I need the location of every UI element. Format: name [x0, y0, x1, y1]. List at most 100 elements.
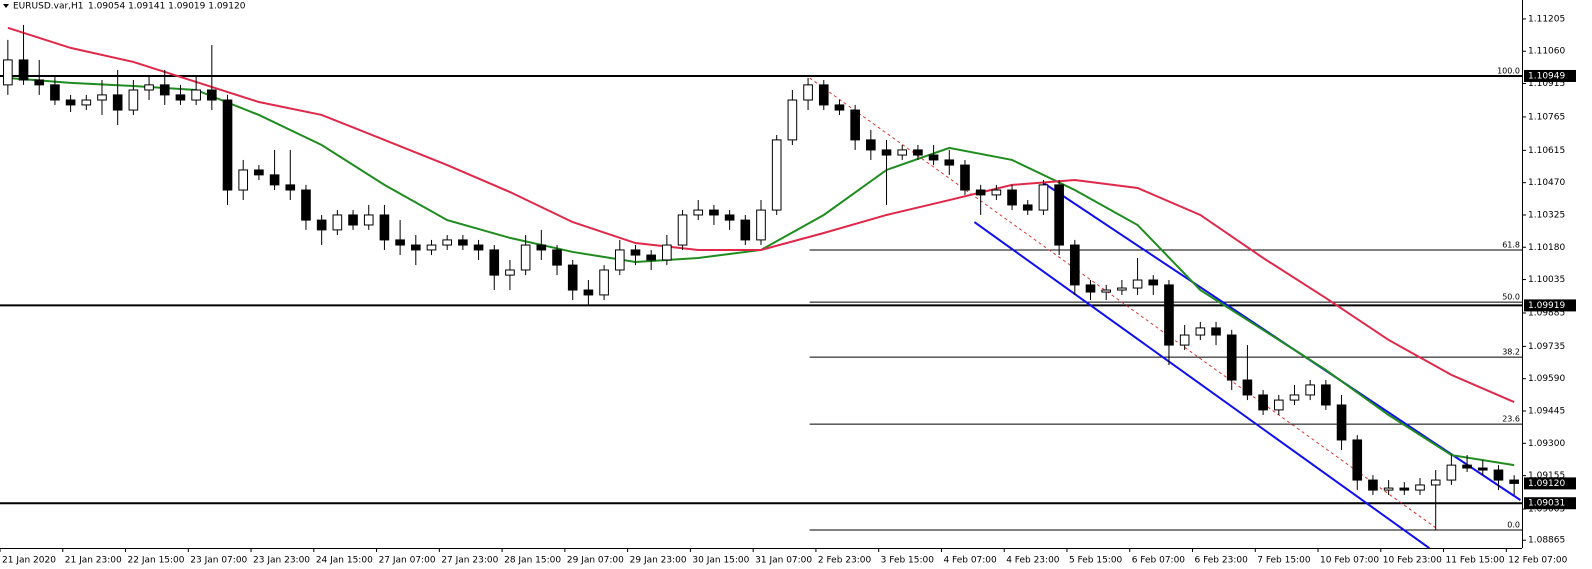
y-tick-label: 1.10915: [1528, 79, 1565, 89]
candle-body: [1226, 334, 1237, 381]
x-tick-label: 10 Feb 23:00: [1383, 556, 1442, 566]
candle-body: [1305, 384, 1315, 396]
candle-body: [1085, 284, 1096, 293]
candle-body: [50, 84, 60, 101]
candle-body: [363, 214, 374, 226]
y-tick-label: 1.09735: [1528, 342, 1565, 352]
x-tick-label: 23 Jan 07:00: [190, 556, 247, 566]
candle-body: [866, 139, 876, 151]
candle-body: [301, 189, 311, 221]
candle-body: [787, 99, 798, 141]
candle-body: [505, 269, 515, 276]
candle-body: [803, 84, 813, 101]
x-tick-label: 29 Jan 23:00: [630, 556, 687, 566]
candle-body: [1415, 484, 1425, 491]
candle-body: [238, 169, 249, 191]
candle-body: [1132, 279, 1143, 289]
candle-body: [1054, 184, 1064, 246]
candle-body: [536, 244, 547, 251]
x-tick-label: 2 Feb 23:00: [818, 556, 872, 566]
hline-price-box: [1524, 497, 1576, 510]
x-tick-label: 22 Jan 15:00: [128, 556, 185, 566]
hline-price-label: 1.09919: [1528, 301, 1565, 311]
candle-body: [1477, 467, 1488, 471]
chart-title: EURUSD.var,H1: [13, 2, 84, 12]
x-tick-label: 7 Feb 15:00: [1257, 556, 1311, 566]
candle-body: [489, 249, 500, 276]
hline-price-box: [1524, 299, 1576, 312]
candle-body: [1069, 244, 1080, 286]
x-tick-label: 10 Feb 07:00: [1320, 556, 1379, 566]
candle-body: [881, 149, 892, 156]
candle-body: [1258, 394, 1268, 411]
candle-body: [1430, 479, 1441, 486]
candle-body: [552, 249, 562, 266]
candle-body: [1195, 327, 1206, 336]
fib-label: 100.0: [1497, 66, 1520, 75]
y-tick-label: 1.09445: [1528, 407, 1565, 417]
candle-body: [18, 59, 29, 81]
candle-body: [756, 209, 766, 241]
candle-body: [614, 249, 625, 271]
candle-body: [1289, 394, 1300, 401]
y-tick-label: 1.10470: [1528, 178, 1565, 188]
y-tick-label: 1.09005: [1528, 505, 1565, 515]
candle-body: [81, 99, 92, 106]
candle-body: [175, 94, 186, 101]
x-tick-label: 27 Jan 07:00: [379, 556, 436, 566]
candle-body: [65, 99, 76, 106]
candle-body: [426, 244, 437, 251]
candle-body: [1007, 189, 1017, 206]
candle-body: [834, 104, 845, 111]
candle-body: [112, 94, 123, 111]
candle-body: [128, 89, 139, 111]
candle-body: [1164, 284, 1174, 346]
candle-body: [1352, 439, 1363, 481]
candle-body: [207, 89, 217, 101]
x-tick-label: 24 Jan 15:00: [316, 556, 373, 566]
x-tick-label: 6 Feb 23:00: [1194, 556, 1248, 566]
y-tick-label: 1.11060: [1528, 47, 1565, 57]
candle-body: [1242, 379, 1253, 396]
candle-body: [740, 219, 751, 241]
candle-body: [191, 89, 201, 101]
candle-body: [960, 164, 970, 191]
candle-body: [1493, 469, 1504, 481]
candle-body: [1399, 487, 1410, 491]
x-tick-label: 31 Jan 07:00: [755, 556, 812, 566]
candle-body: [693, 209, 704, 216]
hline-price-label: 1.10949: [1528, 71, 1565, 81]
candle-body: [316, 219, 327, 231]
candle-body: [473, 244, 484, 251]
candle-body: [1509, 479, 1519, 484]
y-tick-label: 1.10765: [1528, 112, 1565, 122]
candle-body: [913, 149, 923, 156]
candle-body: [442, 239, 453, 246]
x-tick-label: 5 Feb 15:00: [1069, 556, 1123, 566]
hline-price-label: 1.09031: [1528, 499, 1565, 509]
candle-body: [520, 244, 531, 271]
candle-body: [410, 244, 421, 251]
candle-body: [630, 249, 641, 256]
fib-label: 0.0: [1507, 520, 1520, 529]
candle-body: [395, 239, 405, 246]
x-tick-label: 12 Feb 07:00: [1508, 556, 1567, 566]
candle-body: [1446, 464, 1457, 481]
y-tick-label: 1.10325: [1528, 210, 1565, 220]
candle-body: [1148, 279, 1159, 286]
candle-body: [724, 214, 735, 221]
candle-body: [269, 174, 280, 186]
candle-body: [1383, 487, 1394, 491]
x-tick-label: 21 Jan 23:00: [65, 556, 122, 566]
fib-label: 50.0: [1502, 293, 1520, 302]
candle-body: [254, 169, 264, 176]
candle-body: [1179, 334, 1190, 346]
candle-body: [332, 214, 343, 231]
candle-body: [1336, 404, 1347, 441]
candle-body: [567, 264, 578, 291]
candle-body: [159, 84, 170, 96]
hline-price-box: [1524, 69, 1576, 82]
x-tick-label: 23 Jan 23:00: [253, 556, 310, 566]
